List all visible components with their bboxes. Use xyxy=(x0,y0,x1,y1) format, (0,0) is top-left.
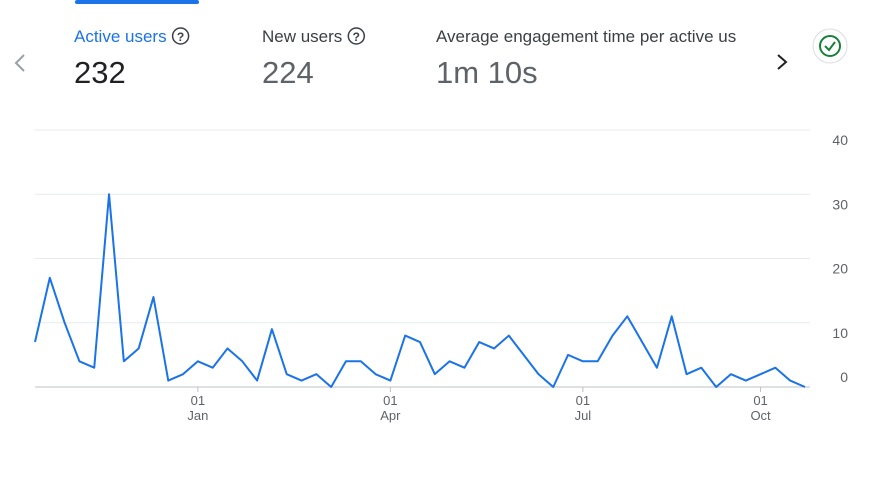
tab-value[interactable]: 1m 10s xyxy=(436,55,538,90)
tab-indicator xyxy=(75,0,199,4)
x-tick-label: 01 Jul xyxy=(574,393,592,423)
series-line xyxy=(34,193,806,388)
tab-label[interactable]: New users xyxy=(262,27,342,46)
y-tick-label: 30 xyxy=(832,196,848,212)
help-icon[interactable] xyxy=(347,27,366,45)
prev-arrow[interactable] xyxy=(14,54,25,72)
y-tick-label: 40 xyxy=(832,132,848,148)
x-tick-label: 01 Oct xyxy=(750,393,771,423)
y-tick-label: 10 xyxy=(832,325,848,341)
tab-label[interactable]: Average engagement time per active us xyxy=(436,27,736,46)
tab-label[interactable]: Active users xyxy=(74,27,167,46)
next-arrow[interactable] xyxy=(777,54,788,70)
y-tick-label: 0 xyxy=(840,369,848,385)
tab-value[interactable]: 224 xyxy=(262,55,314,90)
x-tick-label: 01 Apr xyxy=(380,393,401,423)
x-tick-label: 01 Jan xyxy=(187,393,209,423)
check-icon[interactable] xyxy=(812,28,848,64)
help-icon[interactable] xyxy=(171,27,190,45)
y-tick-label: 20 xyxy=(832,261,848,277)
help-mark: ? xyxy=(177,30,184,44)
tab-value[interactable]: 232 xyxy=(74,55,126,90)
help-mark: ? xyxy=(353,30,360,44)
